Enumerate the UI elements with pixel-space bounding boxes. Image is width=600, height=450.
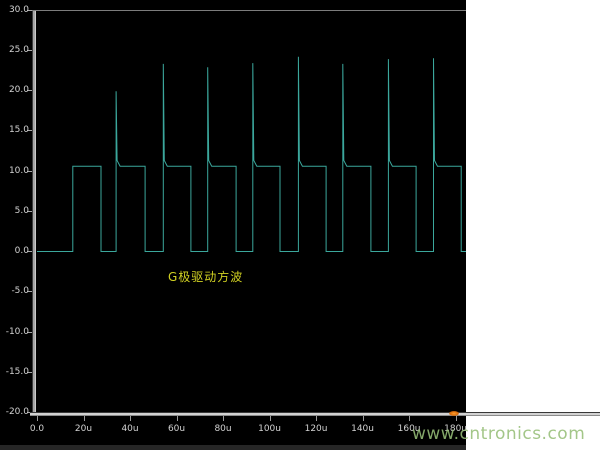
watermark-text: www.cntronics.com (412, 424, 586, 444)
y-tick-label: -20.0 (5, 407, 29, 417)
x-tick-label: 20u (74, 424, 93, 434)
y-tick-label: -5.0 (11, 286, 29, 297)
y-tick (27, 9, 32, 11)
y-tick-label: 20.0 (8, 85, 29, 95)
y-tick (27, 130, 32, 132)
bottom-edge-strip (0, 445, 466, 450)
y-tick (27, 331, 32, 333)
y-tick-label: 25.0 (8, 44, 29, 55)
x-axis-line (30, 412, 600, 416)
y-tick-label: 10.0 (8, 165, 29, 176)
x-tick (455, 416, 457, 421)
y-tick (27, 49, 32, 51)
x-tick (362, 416, 364, 421)
y-tick (27, 90, 32, 91)
waveform-path (37, 56, 466, 252)
x-tick-label: 120u (304, 424, 328, 434)
x-tick (37, 416, 38, 421)
x-tick-label: 180u (444, 424, 468, 434)
y-tick-label: -15.0 (5, 366, 29, 377)
y-tick-label: -10.0 (5, 326, 29, 337)
y-tick-label: 0.0 (14, 246, 29, 256)
orange-marker-icon (449, 411, 459, 416)
x-tick-label: 60u (167, 424, 186, 434)
x-tick (316, 416, 318, 421)
y-tick (27, 291, 32, 293)
y-tick-label: 5.0 (14, 205, 29, 216)
y-tick (27, 371, 32, 373)
x-tick-label: 160u (397, 424, 421, 434)
x-tick (409, 416, 411, 421)
y-axis-line (32, 10, 36, 413)
x-tick (83, 416, 85, 421)
x-tick (223, 416, 225, 421)
y-tick-label: 30.0 (8, 4, 29, 15)
x-tick-label: 40u (121, 424, 139, 434)
top-border-line (32, 10, 466, 11)
x-tick (269, 416, 271, 421)
x-tick-label: 140u (351, 424, 374, 434)
y-tick (27, 170, 32, 172)
x-tick-label: 100u (258, 424, 281, 434)
y-tick (27, 210, 32, 212)
y-tick (27, 251, 32, 252)
y-tick-label: 15.0 (8, 125, 29, 136)
y-tick (27, 412, 32, 413)
x-tick (130, 416, 132, 421)
waveform-annotation-label: G极驱动方波 (168, 270, 244, 284)
x-tick-label: 0.0 (29, 424, 45, 434)
waveform-plot-area: G极驱动方波 (0, 0, 466, 450)
x-tick (176, 416, 178, 421)
waveform-trace (37, 56, 466, 252)
x-tick-label: 80u (214, 424, 232, 434)
